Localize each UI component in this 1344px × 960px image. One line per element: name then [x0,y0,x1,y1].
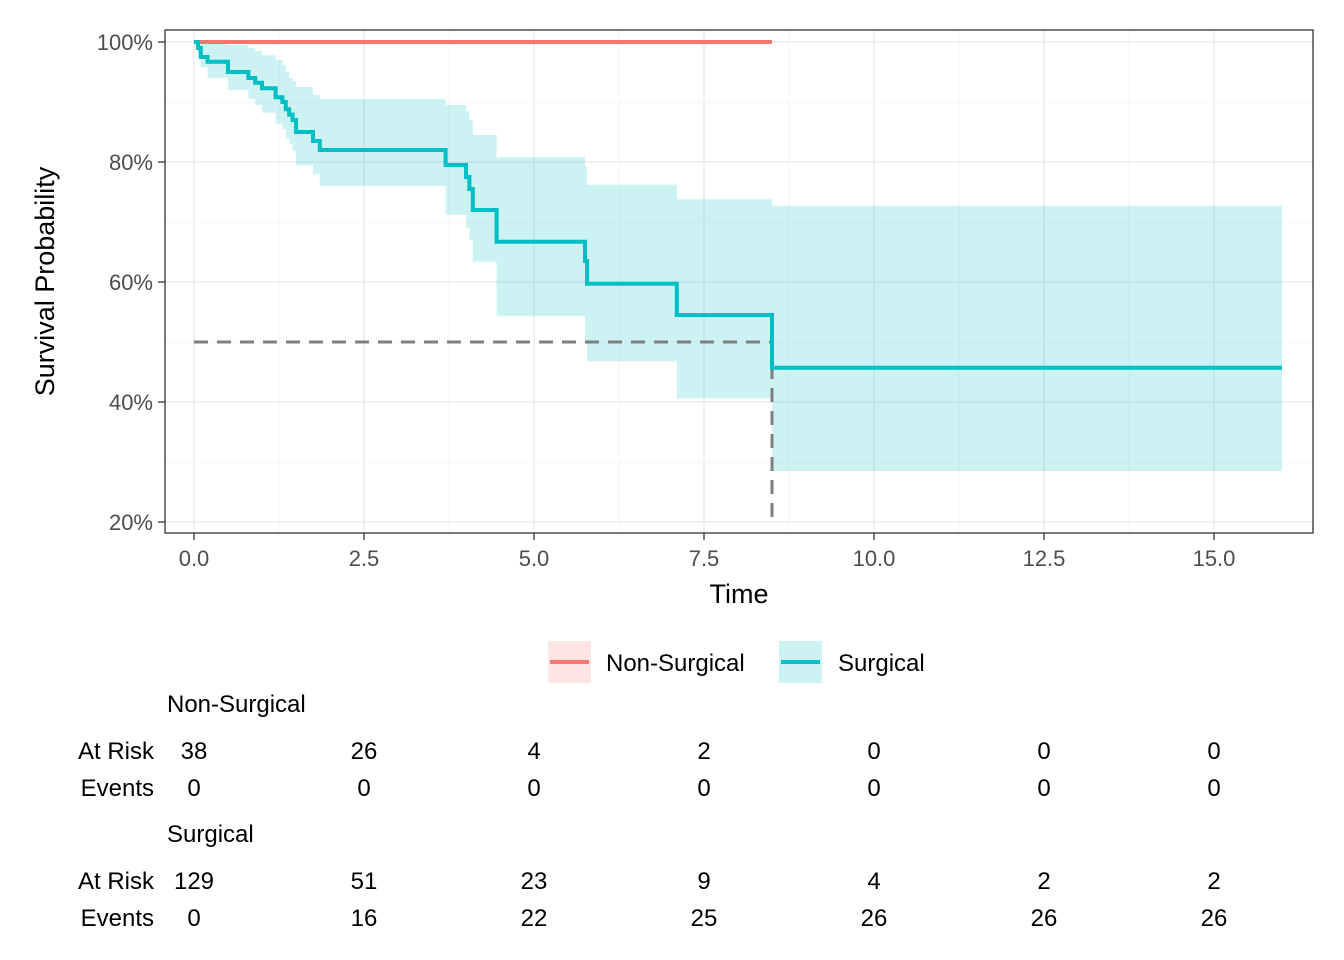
x-tick-label: 0.0 [179,546,210,571]
y-tick-label: 40% [109,390,153,415]
risk-group-name: Surgical [167,821,254,848]
survival-line-1 [194,40,1282,370]
events-row-label: Events [81,905,154,932]
y-tick-label: 20% [109,510,153,535]
events-value: 26 [861,905,888,932]
events-value: 16 [351,905,378,932]
at-risk-row-label: At Risk [78,738,155,765]
y-tick-label: 100% [97,30,153,55]
at-risk-value: 4 [867,868,880,895]
at-risk-value: 0 [1207,738,1220,765]
at-risk-value: 2 [1207,868,1220,895]
events-row-label: Events [81,775,154,802]
x-axis-title: Time [710,579,769,609]
at-risk-value: 4 [527,738,540,765]
ci-band-1 [194,42,1282,471]
events-value: 26 [1031,905,1058,932]
x-tick-label: 15.0 [1193,546,1236,571]
events-value: 0 [527,775,540,802]
median-survival-lines [194,340,774,517]
events-value: 0 [187,775,200,802]
x-tick-label: 12.5 [1023,546,1066,571]
events-value: 25 [691,905,718,932]
events-value: 26 [1201,905,1228,932]
at-risk-value: 129 [174,868,214,895]
at-risk-value: 23 [521,868,548,895]
x-tick-label: 10.0 [853,546,896,571]
events-value: 0 [697,775,710,802]
at-risk-row-label: At Risk [78,868,155,895]
y-tick-label: 80% [109,150,153,175]
events-value: 0 [1037,775,1050,802]
y-axis-title: Survival Probability [30,166,60,396]
legend-label-1: Surgical [838,650,925,677]
events-value: 0 [867,775,880,802]
axes: 0.0 2.5 5.0 7.5 10.0 12.5 15.0 20% 40% 60% 80% 100% [97,30,1236,571]
legend: Non-Surgical Surgical [548,641,925,683]
at-risk-value: 2 [697,738,710,765]
risk-table: Non-Surgical At Risk Events 38 0 26 0 4 0 2 0 0 0 0 0 0… [78,691,1227,932]
grid [165,30,1313,533]
at-risk-value: 9 [697,868,710,895]
at-risk-value: 0 [1037,738,1050,765]
confidence-bands [194,42,1282,471]
x-tick-label: 7.5 [689,546,720,571]
events-value: 0 [357,775,370,802]
at-risk-value: 2 [1037,868,1050,895]
at-risk-value: 26 [351,738,378,765]
events-value: 22 [521,905,548,932]
at-risk-value: 51 [351,868,378,895]
legend-label-0: Non-Surgical [606,650,745,677]
events-value: 0 [1207,775,1220,802]
at-risk-value: 38 [181,738,208,765]
events-value: 0 [187,905,200,932]
x-tick-label: 5.0 [519,546,550,571]
y-tick-label: 60% [109,270,153,295]
x-tick-label: 2.5 [349,546,380,571]
at-risk-value: 0 [867,738,880,765]
survival-lines [194,40,1282,370]
risk-group-name: Non-Surgical [167,691,306,718]
